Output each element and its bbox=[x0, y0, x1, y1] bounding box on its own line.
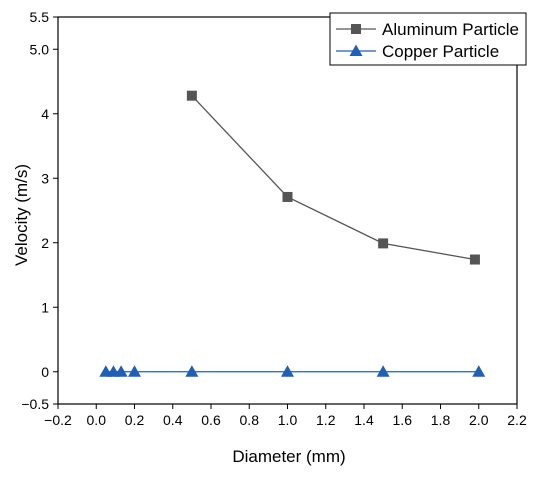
x-tick-label: 0.2 bbox=[125, 412, 145, 428]
y-tick-label: 5.5 bbox=[30, 9, 50, 25]
y-tick-label: 3 bbox=[41, 170, 49, 186]
legend-marker-aluminum-particle bbox=[351, 24, 361, 34]
x-tick-label: 0.8 bbox=[240, 412, 260, 428]
x-tick-label: 1.2 bbox=[316, 412, 336, 428]
axes: −0.2 0.0 0.2 0.4 0.6 0.8 1.0 1.2 1.4 1.6 1.8 2.0 2.2… bbox=[21, 9, 527, 428]
plot-frame bbox=[57, 16, 518, 405]
data-point-copper-particle bbox=[185, 365, 199, 377]
x-tick-label: 0.4 bbox=[163, 412, 183, 428]
data-point-aluminum-particle bbox=[469, 254, 480, 265]
data-point-copper-particle bbox=[376, 365, 390, 377]
y-tick-label: 0 bbox=[41, 364, 49, 380]
y-tick-label: 1 bbox=[41, 299, 49, 315]
legend: Aluminum Particle Copper Particle bbox=[329, 12, 527, 66]
y-tick-label: 4 bbox=[41, 106, 49, 122]
x-tick-label: 1.6 bbox=[393, 412, 413, 428]
data-point-copper-particle bbox=[472, 365, 486, 377]
x-tick-label: 1.4 bbox=[354, 412, 374, 428]
y-tick-label: −0.5 bbox=[21, 396, 49, 412]
data-point-aluminum-particle bbox=[186, 90, 197, 101]
legend-box bbox=[329, 12, 527, 66]
x-tick-label: 2.2 bbox=[507, 412, 527, 428]
x-tick-label: 2.0 bbox=[469, 412, 489, 428]
y-tick-label: 2 bbox=[41, 235, 49, 251]
data-point-copper-particle bbox=[281, 365, 294, 377]
y-axis-title: Velocity (m/s) bbox=[12, 164, 31, 266]
x-tick-label: 1.8 bbox=[431, 412, 451, 428]
data-point-copper-particle bbox=[128, 365, 141, 377]
legend-marker-copper-particle bbox=[349, 44, 363, 56]
x-tick-label: 0.0 bbox=[87, 412, 107, 428]
data-point-aluminum-particle bbox=[282, 191, 293, 202]
legend-label-aluminum-particle: Aluminum Particle bbox=[382, 20, 519, 39]
y-tick-label: 5.0 bbox=[30, 41, 50, 57]
x-tick-label: 1.0 bbox=[278, 412, 298, 428]
data-point-aluminum-particle bbox=[378, 238, 389, 249]
x-axis-title: Diameter (mm) bbox=[232, 447, 345, 466]
series-aluminum-particle bbox=[186, 90, 480, 265]
series-line-aluminum-particle bbox=[191, 95, 476, 261]
x-tick-label: −0.2 bbox=[44, 412, 72, 428]
legend-label-copper-particle: Copper Particle bbox=[382, 42, 499, 61]
data-point-copper-particle bbox=[114, 365, 128, 377]
series-layer bbox=[99, 90, 486, 377]
x-tick-label: 0.6 bbox=[201, 412, 221, 428]
series-copper-particle bbox=[99, 365, 486, 377]
